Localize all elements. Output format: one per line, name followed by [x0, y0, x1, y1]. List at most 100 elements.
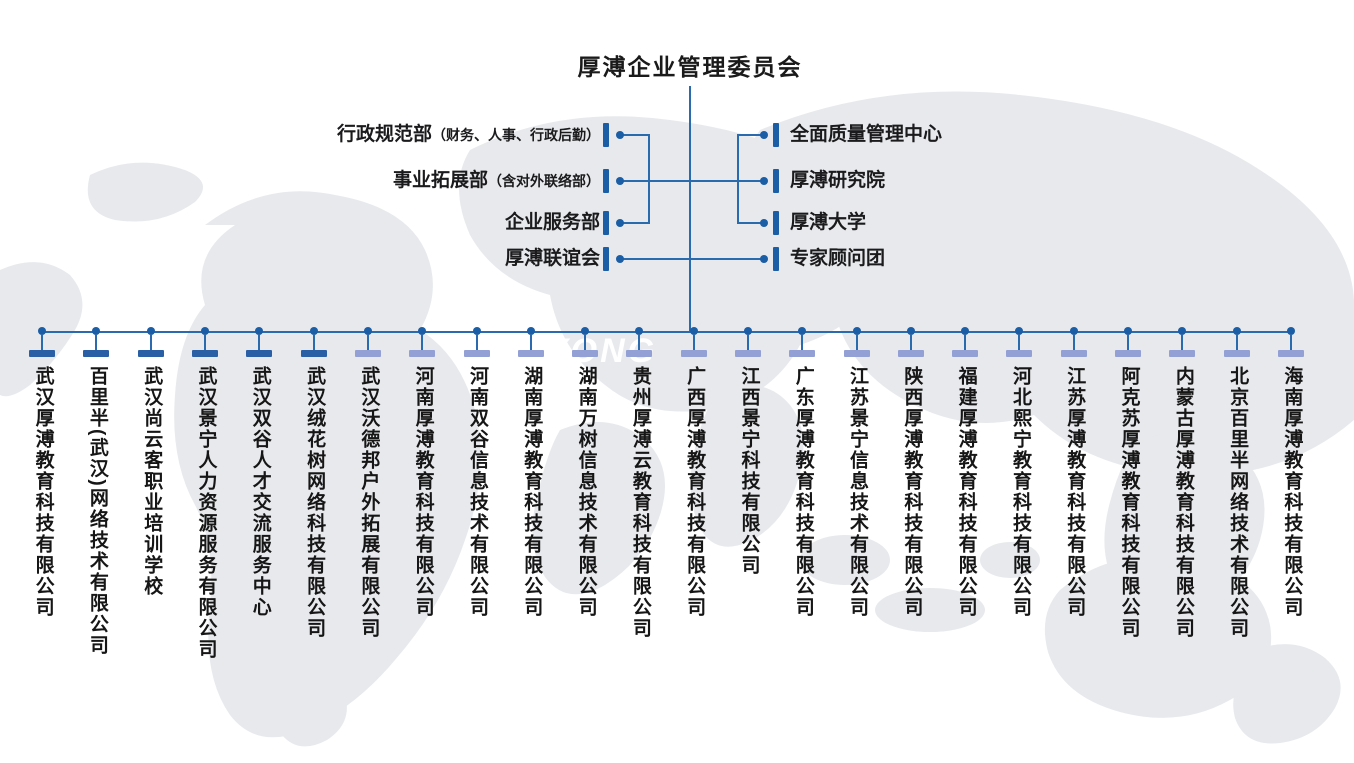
node-dot [92, 327, 101, 335]
company-name: 河南厚溥教育科技有限公司 [412, 366, 434, 618]
node-dot [616, 255, 624, 263]
company-column: 武汉厚溥教育科技有限公司 [15, 327, 69, 660]
dept-name: 厚溥研究院 [790, 170, 886, 191]
node-tick [1169, 350, 1196, 357]
company-name: 阿克苏厚溥教育科技有限公司 [1118, 366, 1140, 639]
node-tick [409, 350, 436, 357]
node-dot [689, 327, 698, 335]
company-name: 江苏景宁信息技术有限公司 [847, 366, 869, 618]
company-name: 海南厚溥教育科技有限公司 [1281, 366, 1303, 618]
company-name: 武汉厚溥教育科技有限公司 [32, 366, 54, 618]
page-title: 厚溥企业管理委员会 [577, 54, 803, 80]
company-name: 广东厚溥教育科技有限公司 [792, 366, 814, 618]
dept-name: 行政规范部 [336, 124, 432, 145]
node-dot [38, 327, 47, 335]
dept-name: 事业拓展部 [392, 170, 488, 191]
company-name: 河北熙宁教育科技有限公司 [1009, 366, 1031, 618]
node-dot [616, 219, 624, 227]
node-dot [760, 131, 768, 139]
company-name: 武汉沃德邦户外拓展有限公司 [358, 366, 380, 639]
company-column: 广西厚溥教育科技有限公司 [667, 327, 721, 660]
company-name: 江西景宁科技有限公司 [738, 366, 760, 576]
connector-bottom-rail [42, 331, 1291, 333]
connector-stem [1235, 335, 1238, 350]
node-tick [789, 350, 816, 357]
company-column: 河南厚溥教育科技有限公司 [395, 327, 449, 660]
node-dot [1286, 327, 1295, 335]
connector-stem [475, 335, 478, 350]
node-dot [616, 177, 624, 185]
connector-stem [41, 335, 44, 350]
node-tick [83, 350, 110, 357]
node-tick [1060, 350, 1087, 357]
company-name: 武汉绒花树网络科技有限公司 [304, 366, 326, 639]
dept-name: 企业服务部 [504, 212, 600, 233]
node-tick [29, 350, 56, 357]
connector-stem [801, 335, 804, 350]
company-column: 海南厚溥教育科技有限公司 [1264, 327, 1318, 660]
dept-name: 专家顾问团 [790, 248, 886, 269]
connector-stem [692, 335, 695, 350]
connector-stem [95, 335, 98, 350]
dept-friendship-association: 厚溥联谊会 [505, 246, 600, 272]
connector-stem [366, 335, 369, 350]
node-dot [1069, 327, 1078, 335]
company-name: 武汉尚云客职业培训学校 [141, 366, 163, 597]
dept-name: 厚溥大学 [790, 212, 867, 233]
connector-stem [312, 335, 315, 350]
node-dot [906, 327, 915, 335]
node-tick [517, 350, 544, 357]
dept-note: （含对外联络部） [488, 173, 600, 189]
company-name: 湖南万树信息技术有限公司 [575, 366, 597, 618]
company-column: 阿克苏厚溥教育科技有限公司 [1101, 327, 1155, 660]
company-column: 湖南万树信息技术有限公司 [558, 327, 612, 660]
company-column: 百里半(武汉)网络技术有限公司 [69, 327, 123, 660]
node-tick [897, 350, 924, 357]
node-tick [300, 350, 327, 357]
dept-research-institute: 厚溥研究院 [790, 168, 885, 194]
connector-stem [1181, 335, 1184, 350]
company-name: 江苏厚溥教育科技有限公司 [1064, 366, 1086, 618]
subsidiaries-row: 武汉厚溥教育科技有限公司 百里半(武汉)网络技术有限公司 武汉尚云客职业培训学校… [15, 327, 1318, 660]
node-tick [952, 350, 979, 357]
company-column: 武汉尚云客职业培训学校 [124, 327, 178, 660]
node-tick [354, 350, 381, 357]
company-name: 百里半(武汉)网络技术有限公司 [86, 366, 108, 656]
connector-row4-cross [621, 258, 765, 260]
connector-stem [204, 335, 207, 350]
company-column: 内蒙古厚溥教育科技有限公司 [1155, 327, 1209, 660]
node-tick [603, 211, 609, 235]
node-dot [635, 327, 644, 335]
node-dot [255, 327, 264, 335]
company-name: 贵州厚溥云教育科技有限公司 [629, 366, 651, 639]
connector-row2-cross [621, 180, 765, 182]
company-column: 河北熙宁教育科技有限公司 [992, 327, 1046, 660]
node-dot [760, 177, 768, 185]
node-tick [773, 211, 779, 235]
company-column: 江苏厚溥教育科技有限公司 [1047, 327, 1101, 660]
node-tick [1223, 350, 1250, 357]
node-tick [463, 350, 490, 357]
company-column: 武汉景宁人力资源服务有限公司 [178, 327, 232, 660]
node-tick [572, 350, 599, 357]
dept-enterprise-service: 企业服务部 [505, 210, 600, 236]
node-dot [526, 327, 535, 335]
node-dot [472, 327, 481, 335]
company-name: 北京百里半网络技术有限公司 [1227, 366, 1249, 639]
node-dot [201, 327, 210, 335]
node-tick [1006, 350, 1033, 357]
company-column: 陕西厚溥教育科技有限公司 [884, 327, 938, 660]
connector-stem [1289, 335, 1292, 350]
company-name: 河南双谷信息技术有限公司 [466, 366, 488, 618]
connector-stem [421, 335, 424, 350]
node-tick [192, 350, 219, 357]
company-column: 江西景宁科技有限公司 [721, 327, 775, 660]
company-column: 武汉双谷人才交流服务中心 [232, 327, 286, 660]
connector-stem [964, 335, 967, 350]
connector-stem [638, 335, 641, 350]
connector-left-stub-3 [621, 222, 650, 224]
connector-center-trunk [689, 86, 691, 333]
node-dot [760, 219, 768, 227]
connector-right-stub-1 [737, 134, 764, 136]
